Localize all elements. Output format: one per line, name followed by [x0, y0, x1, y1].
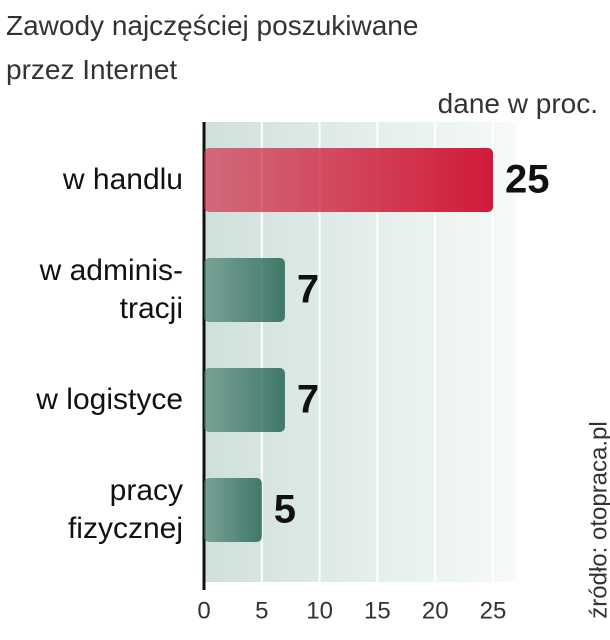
chart-subtitle: dane w proc. [437, 88, 598, 119]
source: źródło: otopraca.pl [585, 421, 610, 618]
bar [204, 368, 285, 432]
value-label: 7 [297, 378, 319, 422]
category-label: w logistyce [36, 383, 183, 416]
x-tick-label: 25 [480, 597, 507, 624]
value-label: 25 [505, 158, 550, 202]
category-label: pracy fizycznej [67, 474, 183, 545]
value-label: 5 [274, 488, 296, 532]
value-label: 7 [297, 268, 319, 312]
x-tick-label: 10 [306, 597, 333, 624]
chart-title: Zawody najczęściej poszukiwane przez Int… [6, 10, 419, 85]
category-label: w adminis- tracji [39, 254, 183, 325]
bar [204, 478, 262, 542]
x-tick-label: 15 [364, 597, 391, 624]
bar [204, 148, 493, 212]
bar [204, 258, 285, 322]
x-tick-label: 5 [255, 597, 268, 624]
x-tick-label: 20 [422, 597, 449, 624]
category-label: w handlu [62, 163, 183, 196]
x-tick-label: 0 [197, 597, 210, 624]
